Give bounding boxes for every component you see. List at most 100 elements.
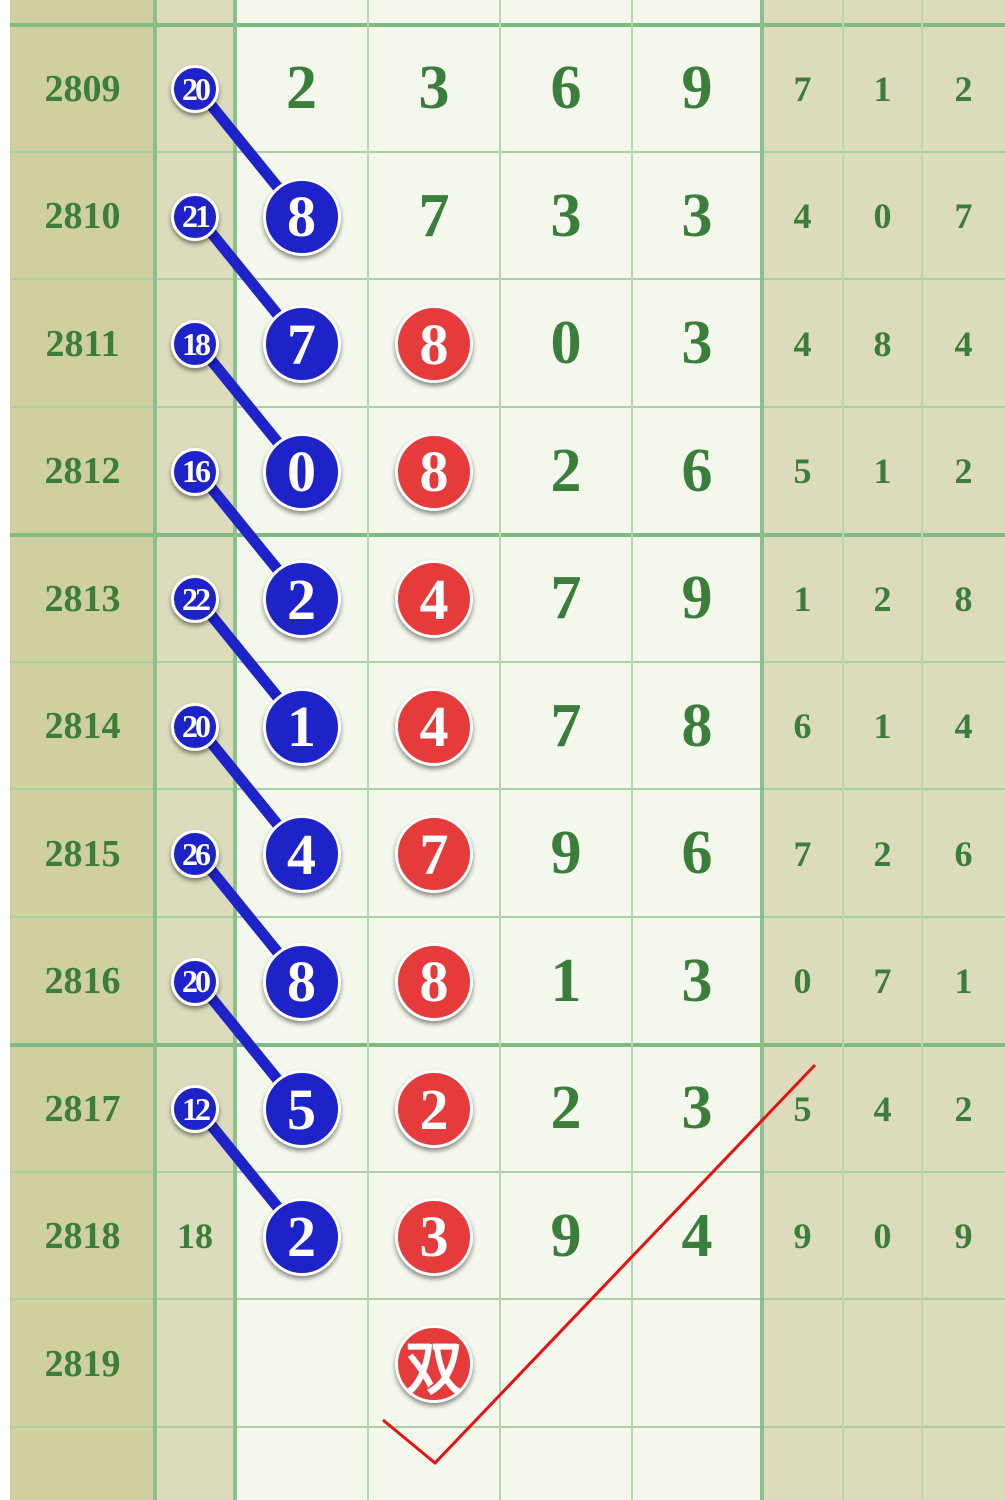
side-value: 8 — [873, 323, 892, 364]
issue-number: 2810 — [44, 195, 121, 238]
digit-ball: 双 — [395, 1325, 473, 1403]
side-value: 0 — [873, 196, 892, 237]
row-divider — [10, 660, 1005, 663]
issue-number: 2815 — [44, 832, 121, 875]
column-bg — [762, 0, 843, 1500]
digit-ball: 8 — [395, 942, 473, 1021]
issue-number: 2812 — [44, 450, 121, 493]
side-value: 1 — [793, 578, 812, 619]
row-divider — [10, 1425, 1005, 1428]
issue-number: 2819 — [44, 1342, 121, 1385]
digit-value: 3 — [681, 1074, 713, 1143]
side-value: 9 — [793, 1216, 812, 1257]
side-value: 7 — [793, 833, 812, 874]
column-divider — [842, 0, 844, 1500]
side-value: 1 — [873, 706, 892, 747]
row-divider — [10, 533, 1005, 537]
digit-ball: 2 — [395, 1070, 473, 1148]
column-bg — [10, 0, 155, 1500]
digit-value: 4 — [681, 1201, 713, 1270]
side-value: 4 — [954, 323, 973, 364]
digit-ball: 8 — [395, 432, 473, 511]
digit-value: 3 — [681, 946, 713, 1015]
digit-ball: 8 — [262, 942, 341, 1021]
digit-value: 6 — [681, 819, 713, 888]
digit-ball: 4 — [395, 687, 473, 766]
sum-ball: 20 — [171, 702, 219, 751]
row-divider — [10, 1043, 1005, 1047]
row-divider — [10, 23, 1005, 27]
checkmark-icon — [382, 1063, 817, 1466]
side-value: 2 — [954, 68, 973, 109]
sum-value: 18 — [177, 1216, 213, 1257]
side-value: 4 — [954, 706, 973, 747]
issue-number: 2814 — [44, 705, 121, 748]
row-divider — [10, 150, 1005, 153]
column-bg — [843, 0, 922, 1500]
side-value: 2 — [954, 451, 973, 492]
column-divider — [760, 0, 764, 1500]
side-value: 6 — [954, 833, 973, 874]
digit-value: 7 — [550, 691, 582, 760]
digit-value: 2 — [550, 1074, 582, 1143]
column-divider — [921, 0, 923, 1500]
digit-value: 7 — [550, 564, 582, 633]
sum-ball: 26 — [171, 830, 219, 878]
column-divider — [233, 0, 237, 1500]
digit-value: 0 — [550, 309, 582, 378]
issue-number: 2809 — [44, 67, 121, 110]
digit-value: 6 — [550, 54, 582, 123]
digit-ball: 4 — [262, 815, 341, 893]
digit-value: 8 — [681, 691, 713, 760]
digit-value: 9 — [681, 54, 713, 123]
digit-value: 2 — [550, 436, 582, 505]
side-value: 1 — [954, 961, 973, 1002]
side-value: 2 — [873, 833, 892, 874]
column-divider — [499, 0, 501, 1500]
issue-number: 2817 — [44, 1087, 121, 1130]
digit-value: 9 — [550, 819, 582, 888]
digit-ball: 4 — [395, 560, 473, 638]
digit-ball: 2 — [262, 1197, 341, 1276]
digit-value: 6 — [681, 436, 713, 505]
digit-value: 7 — [418, 181, 450, 250]
digit-ball: 3 — [395, 1197, 473, 1276]
digit-value: 3 — [681, 309, 713, 378]
side-value: 0 — [793, 961, 812, 1002]
sum-ball: 20 — [171, 65, 219, 113]
digit-ball: 2 — [262, 560, 341, 638]
column-bg — [922, 0, 1005, 1500]
sum-ball: 12 — [171, 1085, 219, 1133]
side-value: 4 — [793, 196, 812, 237]
row-divider — [10, 278, 1005, 280]
column-divider — [367, 0, 369, 1500]
side-value: 7 — [793, 68, 812, 109]
digit-ball: 8 — [262, 177, 341, 256]
digit-ball: 8 — [395, 305, 473, 383]
issue-number: 2811 — [45, 322, 120, 365]
column-divider — [153, 0, 157, 1500]
issue-number: 2816 — [44, 960, 121, 1003]
side-value: 4 — [793, 323, 812, 364]
side-value: 7 — [954, 196, 973, 237]
digit-value: 3 — [418, 54, 450, 123]
side-value: 7 — [873, 961, 892, 1002]
side-value: 0 — [873, 1216, 892, 1257]
side-value: 5 — [793, 451, 812, 492]
sum-ball: 20 — [171, 957, 219, 1006]
side-value: 9 — [954, 1216, 973, 1257]
sum-ball: 21 — [171, 192, 219, 241]
row-divider — [10, 915, 1005, 918]
sum-ball: 16 — [171, 447, 219, 496]
digit-value: 2 — [286, 54, 317, 123]
digit-ball: 1 — [262, 687, 341, 766]
digit-ball: 5 — [262, 1070, 341, 1148]
side-value: 1 — [873, 451, 892, 492]
row-divider — [10, 788, 1005, 790]
row-divider — [10, 1170, 1005, 1173]
issue-number: 2818 — [44, 1215, 121, 1258]
digit-value: 1 — [550, 946, 582, 1015]
side-value: 4 — [873, 1088, 892, 1129]
digit-value: 9 — [681, 564, 713, 633]
